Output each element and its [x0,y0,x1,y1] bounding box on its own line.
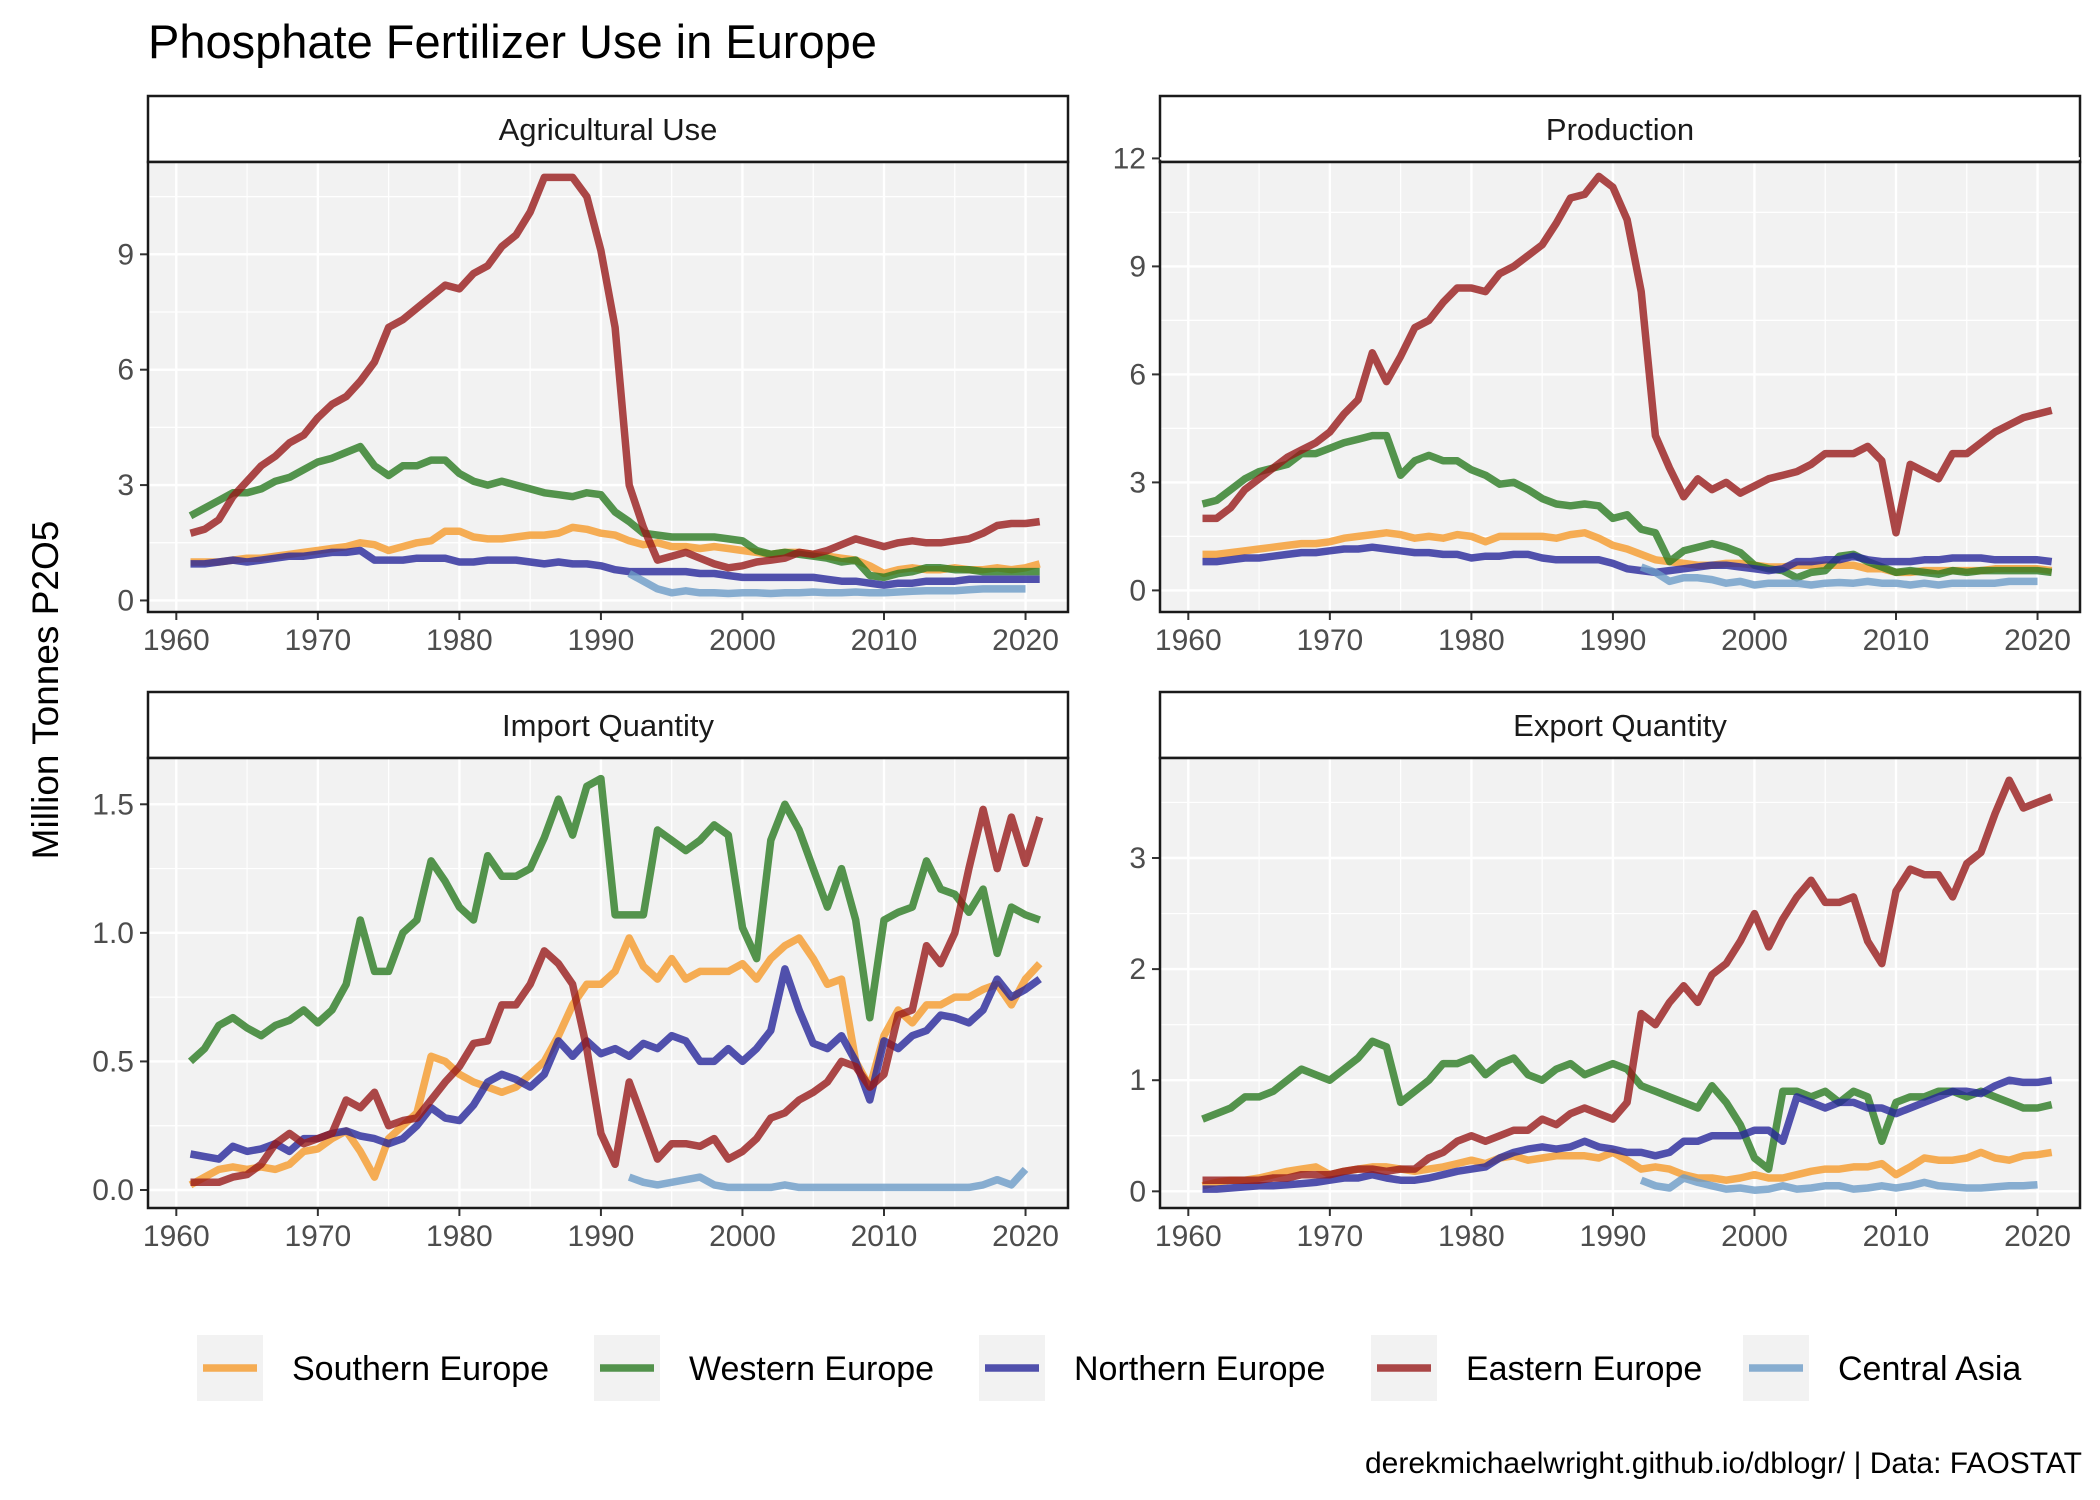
series-line-western-europe [1201,1037,2053,1173]
y-tick-label: 0.5 [92,1045,134,1078]
legend-label: Eastern Europe [1466,1350,1702,1388]
facet-strip [146,690,1070,760]
series-line-eastern-europe [189,173,1041,572]
x-tick-label: 1960 [143,1220,210,1253]
facet-strip-label: Agricultural Use [499,112,718,147]
x-tick-label: 1990 [568,1220,635,1253]
facet-export-quantity: Export Quantity 1960 1970 1980 1990 2000 2010 2… [1129,690,2082,1253]
y-tick-label: 2 [1129,953,1146,986]
panel-border [146,160,1070,614]
y-tick-label: 6 [117,354,134,387]
series-line-northern-europe [1202,543,2053,577]
series-line-western-europe [188,442,1040,582]
x-tick-label: 2000 [1721,624,1788,657]
x-tick-label: 2020 [2004,1220,2071,1253]
legend: Southern Europe Western Europe Northern Eu… [197,1335,2021,1401]
facet-import-quantity: Import Quantity 1960 1970 1980 1990 2000 2010 2… [92,690,1070,1253]
series-line-central-asia [1639,563,2038,589]
x-tick-label: 2020 [992,624,1059,657]
x-tick-label: 1980 [426,624,493,657]
series-line-western-europe [1201,431,2053,582]
y-tick-label: 3 [1129,466,1146,499]
y-axis-label: Million Tonnes P2O5 [25,521,66,860]
legend-item-northern-europe: Northern Europe [979,1335,1325,1401]
x-tick-label: 1970 [1296,1220,1363,1253]
legend-item-central-asia: Central Asia [1743,1335,2021,1401]
x-tick-label: 2000 [1721,1220,1788,1253]
x-tick-label: 1960 [143,624,210,657]
series-line-central-asia [627,570,1026,598]
x-tick-label: 1980 [426,1220,493,1253]
panel-border [1158,756,2082,1210]
panel-border [1158,160,2082,614]
legend-item-western-europe: Western Europe [594,1335,934,1401]
x-tick-label: 2010 [851,624,918,657]
y-tick-label: 3 [117,469,134,502]
y-tick-label: 3 [1129,842,1146,875]
x-tick-label: 1970 [284,1220,351,1253]
panel-border [146,756,1070,1210]
y-tick-label: 0 [117,584,134,617]
x-tick-label: 2010 [1863,1220,1930,1253]
facet-production: Production 1960 1970 1980 1990 2000 2010 2020 0 3… [1113,94,2082,657]
facet-strip-label: Import Quantity [502,708,714,743]
x-tick-label: 1990 [1580,1220,1647,1253]
caption: derekmichaelwright.github.io/dblogr/ | D… [1365,1447,2082,1480]
y-tick-label: 1.5 [92,788,134,821]
series-line-southern-europe [190,523,1041,578]
facet-strip-label: Production [1546,112,1694,147]
facet-agricultural-use: Agricultural Use 1960 1970 1980 1990 2000 2010… [117,94,1070,657]
x-tick-label: 1960 [1155,624,1222,657]
x-tick-label: 2010 [851,1220,918,1253]
x-tick-label: 2010 [1863,624,1930,657]
x-tick-label: 1990 [568,624,635,657]
x-tick-label: 2000 [709,1220,776,1253]
y-tick-label: 9 [1129,250,1146,283]
x-tick-label: 2020 [992,1220,1059,1253]
x-tick-label: 2020 [2004,624,2071,657]
x-tick-label: 1970 [284,624,351,657]
series-line-northern-europe [190,546,1040,589]
y-tick-label: 12 [1113,142,1146,175]
x-tick-label: 1980 [1438,624,1505,657]
y-tick-label: 0 [1129,1175,1146,1208]
series-line-central-asia [1639,1174,2038,1194]
y-tick-label: 0 [1129,574,1146,607]
x-tick-label: 1990 [1580,624,1647,657]
x-tick-label: 1970 [1296,624,1363,657]
legend-item-southern-europe: Southern Europe [197,1335,549,1401]
series-line-northern-europe [1202,1076,2053,1193]
facet-strip [146,94,1070,164]
legend-label: Central Asia [1838,1350,2021,1388]
y-tick-label: 0.0 [92,1174,134,1207]
x-tick-label: 1960 [1155,1220,1222,1253]
facet-strip [1158,690,2082,760]
panel-background [1160,758,2080,1208]
chart-title: Phosphate Fertilizer Use in Europe [148,15,877,68]
y-tick-label: 9 [117,238,134,271]
x-tick-label: 2000 [709,624,776,657]
series-line-western-europe [187,774,1041,1065]
series-line-eastern-europe [1202,776,2054,1184]
y-tick-label: 1.0 [92,917,134,950]
legend-item-eastern-europe: Eastern Europe [1371,1335,1702,1401]
series-line-southern-europe [188,934,1043,1189]
y-tick-label: 6 [1129,358,1146,391]
y-tick-label: 1 [1129,1064,1146,1097]
series-line-eastern-europe [1202,172,2053,537]
legend-label: Southern Europe [292,1350,549,1388]
legend-label: Northern Europe [1074,1350,1325,1388]
x-tick-label: 1980 [1438,1220,1505,1253]
legend-label: Western Europe [689,1350,934,1388]
facet-strip-label: Export Quantity [1513,708,1727,743]
series-line-central-asia [627,1166,1029,1192]
series-line-eastern-europe [190,805,1044,1187]
